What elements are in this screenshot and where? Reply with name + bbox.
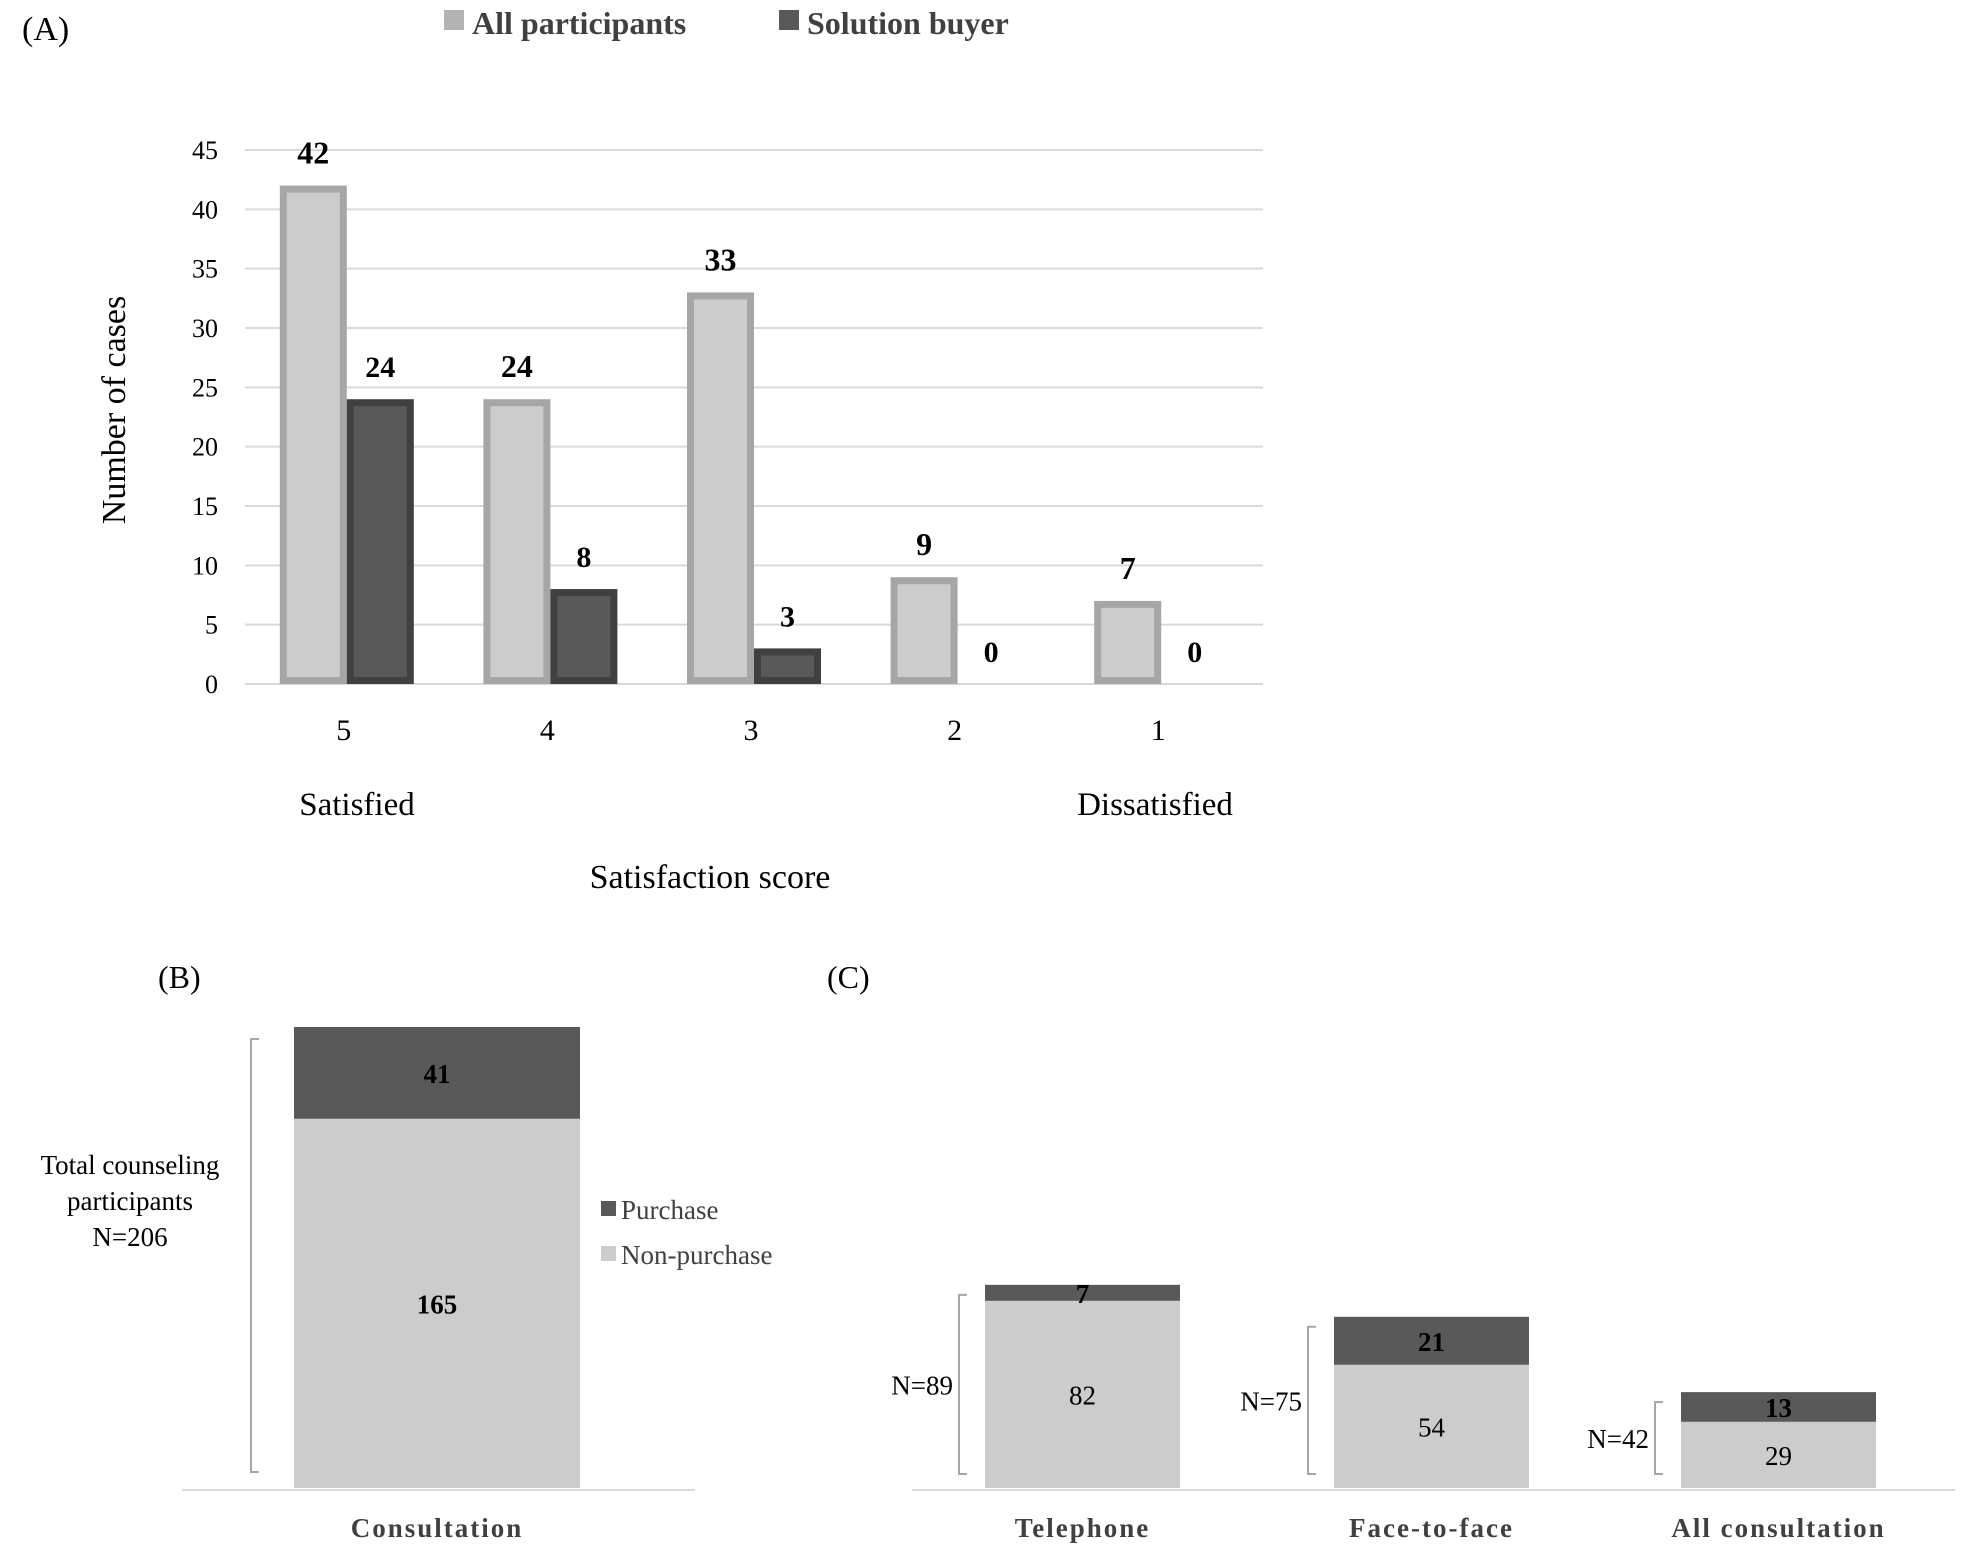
data-labels-b: 165 41 (417, 1059, 458, 1320)
data-label-all-participants: 7 (1120, 550, 1136, 586)
data-label-lower: 29 (1765, 1441, 1792, 1471)
y-tick-labels-a: 0 5 10 15 20 25 30 35 40 45 (192, 136, 218, 699)
bar-all-participants-fill (1101, 607, 1155, 677)
legend-b: Purchase Non-purchase (601, 1195, 772, 1270)
panel-c: (C) 82 7 54 21 29 13 N=89 N=75 N=42 Telephone Fa… (827, 959, 1955, 1543)
x-axis-label-a: Satisfaction score (590, 859, 831, 896)
total-n-label: N=42 (1587, 1424, 1649, 1454)
data-labels-c: 82 7 54 21 29 13 (1069, 1279, 1792, 1471)
data-label-solution-buyer: 24 (365, 351, 395, 384)
bar-segment-lower (1681, 1421, 1876, 1488)
bars-a (279, 185, 1162, 684)
y-tick-label: 35 (192, 255, 218, 284)
brackets-c (958, 1293, 1663, 1475)
data-label-lower: 82 (1069, 1380, 1096, 1410)
data-label-non-purchase: 165 (417, 1289, 458, 1319)
bracket-c (1654, 1401, 1663, 1475)
legend-label-all-participants: All participants (472, 5, 686, 41)
legend-label-non-purchase: Non-purchase (621, 1240, 772, 1270)
x-tick-labels-c: Telephone Face-to-face All consultation (1015, 1513, 1885, 1543)
legend-swatch-all-participants (444, 10, 464, 30)
bar-segment-upper (985, 1284, 1180, 1301)
y-tick-label: 30 (192, 314, 218, 343)
bar-all-participants-fill (694, 299, 747, 677)
bar-solution-buyer-fill (761, 655, 814, 677)
data-label-lower: 54 (1418, 1412, 1446, 1442)
data-label-upper: 7 (1076, 1279, 1090, 1309)
bar-all-participants-fill (897, 584, 951, 677)
y-tick-label: 20 (192, 433, 218, 462)
bar-solution-buyer-fill (557, 596, 611, 677)
x-tick-label: 5 (336, 714, 351, 747)
bar-segment-non-purchase (294, 1118, 580, 1488)
panel-c-label: (C) (827, 959, 870, 995)
bracket-label-line-2: participants (67, 1186, 193, 1216)
x-tick-label-consultation: Consultation (351, 1513, 524, 1543)
y-tick-label: 15 (192, 492, 218, 521)
data-label-all-participants: 9 (916, 526, 932, 562)
bars-b (294, 1027, 580, 1488)
data-label-purchase: 41 (424, 1059, 451, 1089)
bracket-b (250, 1038, 259, 1473)
x-tick-label: Face-to-face (1349, 1513, 1514, 1543)
x-tick-label: 2 (947, 714, 962, 747)
y-tick-label: 45 (192, 136, 218, 165)
data-label-all-participants: 33 (705, 241, 737, 277)
y-tick-label: 40 (192, 195, 218, 224)
y-tick-label: 0 (205, 670, 218, 699)
legend-swatch-non-purchase (601, 1246, 616, 1261)
bar-segment-purchase (294, 1027, 580, 1119)
end-label-satisfied: Satisfied (299, 787, 415, 823)
data-label-upper: 13 (1765, 1393, 1792, 1423)
bar-segment-lower (1334, 1364, 1529, 1488)
data-label-upper: 21 (1418, 1327, 1445, 1357)
data-label-all-participants: 24 (501, 348, 533, 384)
x-tick-labels-a: 5 4 3 2 1 (336, 714, 1165, 747)
bar-segment-lower (985, 1300, 1180, 1488)
total-n-label: N=75 (1240, 1386, 1302, 1416)
bracket-label-line-3: N=206 (92, 1222, 167, 1252)
bracket-c (1307, 1325, 1316, 1475)
data-label-solution-buyer: 0 (984, 636, 999, 669)
bar-solution-buyer-fill (353, 406, 407, 677)
data-label-solution-buyer: 0 (1187, 636, 1202, 669)
panel-a: (A) All participants Solution buyer 0510… (22, 5, 1263, 896)
data-label-solution-buyer: 3 (780, 600, 795, 633)
y-tick-label: 25 (192, 373, 218, 402)
x-tick-label: 4 (540, 714, 555, 747)
x-tick-label: 1 (1151, 714, 1166, 747)
y-axis-label-a: Number of cases (96, 296, 133, 524)
legend-label-solution-buyer: Solution buyer (807, 5, 1009, 41)
legend-a: All participants Solution buyer (444, 5, 1009, 41)
panel-a-label: (A) (22, 11, 69, 48)
data-label-all-participants: 42 (297, 135, 329, 171)
end-label-dissatisfied: Dissatisfied (1077, 787, 1233, 823)
legend-swatch-purchase (601, 1201, 616, 1216)
x-tick-label: All consultation (1671, 1513, 1885, 1543)
bracket-c (958, 1293, 967, 1475)
bar-segment-upper (1681, 1392, 1876, 1422)
panel-b-label: (B) (158, 959, 201, 995)
legend-label-purchase: Purchase (621, 1195, 718, 1225)
n-labels-c: N=89 N=75 N=42 (891, 1370, 1649, 1454)
y-tick-label: 10 (192, 551, 218, 580)
x-tick-label: Telephone (1015, 1513, 1151, 1543)
bar-all-participants-fill (490, 406, 544, 677)
bars-c (985, 1284, 1876, 1488)
bracket-label-line-1: Total counseling (41, 1150, 220, 1180)
bar-segment-upper (1334, 1316, 1529, 1365)
total-n-label: N=89 (891, 1370, 953, 1400)
legend-swatch-solution-buyer (779, 10, 799, 30)
x-tick-label: 3 (744, 714, 759, 747)
bar-all-participants-fill (286, 192, 340, 677)
data-label-solution-buyer: 8 (576, 541, 591, 574)
y-tick-label: 5 (205, 611, 218, 640)
